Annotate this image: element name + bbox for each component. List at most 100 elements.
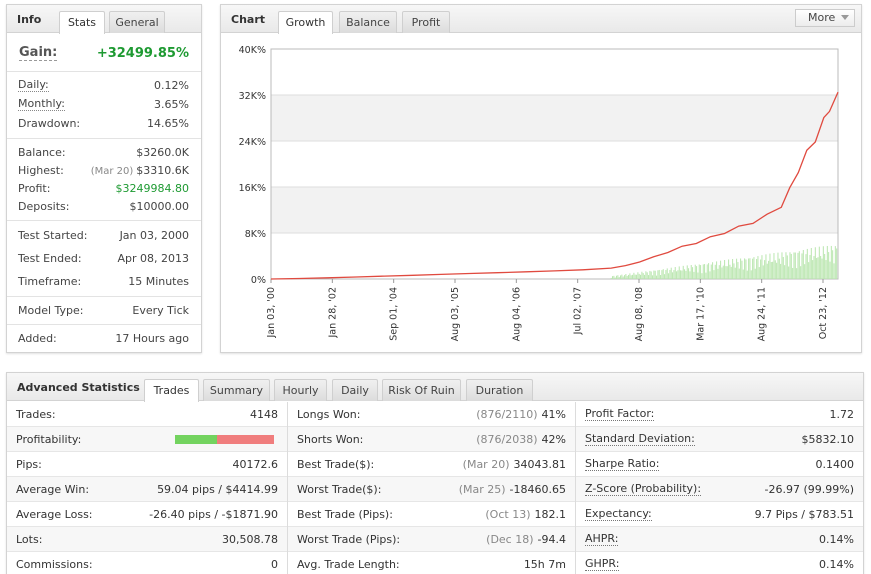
tab-profit[interactable]: Profit [402, 11, 450, 33]
stat-label: Avg. Trade Length: [297, 558, 400, 571]
gain-label[interactable]: Gain: [19, 45, 58, 61]
stat-row: Pips: 40172.6 [7, 452, 287, 477]
model-type-row: Model Type: Every Tick [7, 302, 201, 320]
stat-note: (Oct 13) [485, 508, 531, 521]
stat-label: Average Loss: [16, 508, 93, 521]
stat-value: 59.04 pips / $4414.99 [157, 483, 278, 496]
stat-value: (Dec 18) -94.4 [486, 533, 566, 546]
stat-label[interactable]: Expectancy: [585, 507, 652, 521]
y-tick-label: 16K% [239, 183, 266, 194]
y-tick-label: 8K% [245, 229, 266, 240]
tab-duration[interactable]: Duration [466, 379, 533, 401]
grid-band [271, 187, 838, 233]
drawdown-row: Drawdown: 14.65% [7, 115, 201, 133]
x-tick-label: Aug 24, '11 [757, 287, 768, 341]
stat-label: Worst Trade($): [297, 483, 382, 496]
stat-row: Worst Trade (Pips): (Dec 18) -94.4 [288, 527, 575, 552]
stat-value-text: 30,508.78 [222, 533, 278, 546]
stat-note: (Mar 20) [462, 458, 510, 471]
stat-label: Lots: [16, 533, 43, 546]
stat-value-text: 34043.81 [513, 458, 567, 471]
y-tick-label: 40K% [239, 45, 266, 56]
stat-value: (Mar 25) -18460.65 [459, 483, 566, 496]
stat-label[interactable]: Standard Deviation: [585, 432, 695, 446]
stat-row: AHPR: 0.14% [576, 527, 863, 552]
stat-value-text: 0.14% [819, 533, 854, 546]
test-started-row: Test Started: Jan 03, 2000 [7, 227, 201, 245]
profit-row: Profit: $3249984.80 [7, 180, 201, 198]
stat-label[interactable]: AHPR: [585, 532, 619, 546]
tab-daily[interactable]: Daily [332, 379, 378, 401]
stat-row: Best Trade($): (Mar 20) 34043.81 [288, 452, 575, 477]
timeframe-label: Timeframe: [18, 275, 82, 288]
stat-row: GHPR: 0.14% [576, 552, 863, 574]
more-dropdown[interactable]: More [795, 9, 855, 27]
stat-row: Z-Score (Probability): -26.97 (99.99%) [576, 477, 863, 502]
stat-label[interactable]: GHPR: [585, 557, 620, 571]
stat-label: Pips: [16, 458, 42, 471]
daily-label[interactable]: Daily: [18, 78, 49, 92]
stat-value-text: -18460.65 [509, 483, 566, 496]
advanced-statistics-panel: Advanced Statistics Trades Summary Hourl… [6, 372, 864, 574]
stat-label[interactable]: Z-Score (Probability): [585, 482, 702, 496]
tab-risk-of-ruin[interactable]: Risk Of Ruin [382, 379, 461, 401]
stat-label[interactable]: Sharpe Ratio: [585, 457, 660, 471]
stat-row: Best Trade (Pips): (Oct 13) 182.1 [288, 502, 575, 527]
stat-label: Best Trade($): [297, 458, 375, 471]
timeframe-row: Timeframe: 15 Minutes [7, 273, 201, 291]
test-started-value: Jan 03, 2000 [119, 229, 189, 242]
y-tick-label: 0% [251, 275, 266, 286]
stat-value-text: -94.4 [537, 533, 566, 546]
stat-value: (Oct 13) 182.1 [485, 508, 566, 521]
profitability-bar [175, 435, 274, 444]
stat-row: Standard Deviation: $5832.10 [576, 427, 863, 452]
stat-value-text: 1.72 [829, 408, 855, 421]
stat-value-text: 15h 7m [523, 558, 566, 571]
daily-row: Daily: 0.12% [7, 77, 201, 95]
stat-label: Commissions: [16, 558, 93, 571]
x-tick-label: Aug 03, '05 [450, 287, 461, 341]
tab-hourly[interactable]: Hourly [274, 379, 327, 401]
monthly-label[interactable]: Monthly: [18, 97, 65, 111]
stat-value: 0 [271, 558, 278, 571]
highest-row: Highest: (Mar 20) $3310.6K [7, 162, 201, 180]
gain-row: Gain: +32499.85% [7, 34, 201, 72]
highest-value: $3310.6K [136, 164, 189, 177]
stat-value: -26.97 (99.99%) [765, 483, 854, 496]
added-row: Added: 17 Hours ago [7, 330, 201, 348]
stat-label: Average Win: [16, 483, 90, 496]
deposits-label: Deposits: [18, 200, 70, 213]
tab-trades[interactable]: Trades [144, 379, 199, 402]
drawdown-label: Drawdown: [18, 117, 81, 130]
stat-value-text: 9.7 Pips / $783.51 [754, 508, 854, 521]
stat-label: Best Trade (Pips): [297, 508, 393, 521]
chart-title: Chart [231, 13, 266, 26]
stat-value: 15h 7m [524, 558, 566, 571]
tab-stats[interactable]: Stats [59, 11, 105, 34]
stat-label[interactable]: Profit Factor: [585, 407, 655, 421]
tab-general[interactable]: General [109, 11, 165, 33]
divider [7, 296, 201, 297]
stat-value: (Mar 20) 34043.81 [463, 458, 566, 471]
stat-value-text: 0 [271, 558, 278, 571]
stat-value-text: 182.1 [534, 508, 567, 521]
stat-value: (876/2110) 41% [476, 408, 566, 421]
more-label: More [808, 11, 836, 24]
advanced-statistics-header: Advanced Statistics Trades Summary Hourl… [7, 373, 863, 402]
stat-row: Expectancy: 9.7 Pips / $783.51 [576, 502, 863, 527]
x-tick-label: Jan 03, '00 [266, 287, 277, 339]
stat-row: Longs Won: (876/2110) 41% [288, 402, 575, 427]
stat-value: 0.14% [819, 558, 854, 571]
stat-note: (876/2110) [476, 408, 538, 421]
tab-summary[interactable]: Summary [203, 379, 270, 401]
stat-label: Trades: [16, 408, 56, 421]
info-panel: Info Stats General Gain: +32499.85% Dail… [6, 4, 202, 353]
y-tick-label: 24K% [239, 137, 266, 148]
stat-value: -26.40 pips / -$1871.90 [149, 508, 278, 521]
tab-growth[interactable]: Growth [278, 11, 333, 34]
info-header: Info Stats General [7, 5, 201, 34]
tab-balance[interactable]: Balance [339, 11, 397, 33]
chart-header: Chart Growth Balance Profit More [221, 5, 861, 34]
drawdown-value: 14.65% [147, 117, 189, 130]
y-tick-label: 32K% [239, 91, 266, 102]
